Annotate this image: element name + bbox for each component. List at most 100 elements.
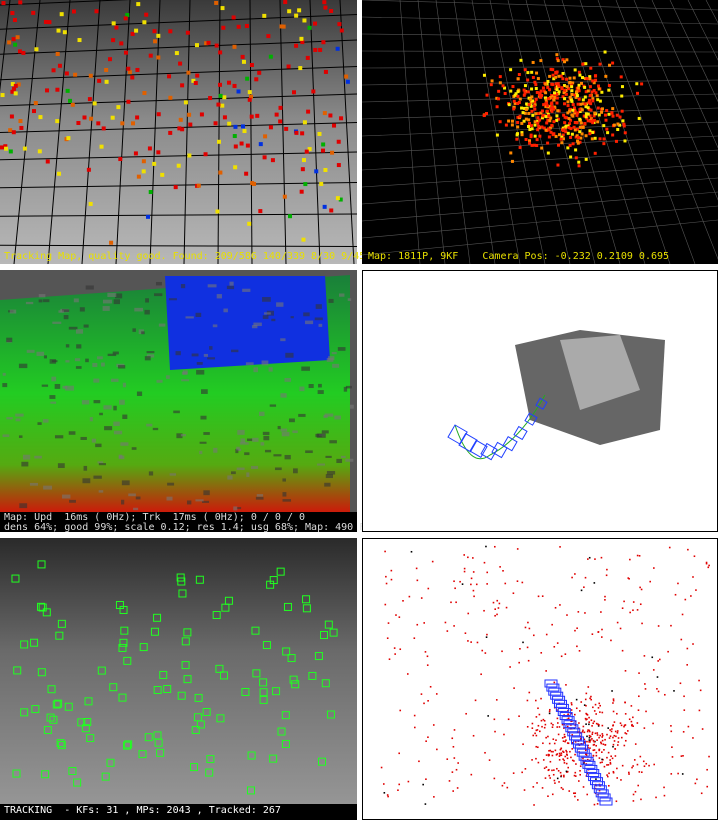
grid-line xyxy=(651,0,718,149)
map-point xyxy=(598,749,601,752)
map-point xyxy=(611,690,613,692)
map-point xyxy=(557,74,561,78)
depth-speckle xyxy=(281,431,290,437)
map-point xyxy=(668,546,671,549)
depth-speckle xyxy=(325,455,332,458)
map-point xyxy=(530,87,534,91)
feature-point xyxy=(38,115,43,120)
map-point xyxy=(453,729,456,731)
map-point xyxy=(591,731,594,734)
map-point xyxy=(524,768,527,770)
grid-line xyxy=(0,244,357,247)
map-point xyxy=(472,589,475,592)
map-point xyxy=(575,113,579,117)
map-point xyxy=(577,83,581,87)
map-point xyxy=(574,156,578,160)
map-point xyxy=(579,769,581,772)
map-point xyxy=(613,740,616,742)
map-point xyxy=(616,732,619,734)
map-point xyxy=(571,748,574,750)
map-point xyxy=(501,84,505,88)
map-point xyxy=(700,792,703,795)
tracked-feature xyxy=(183,628,192,637)
feature-point xyxy=(126,99,131,104)
map-point xyxy=(526,90,530,94)
map-point xyxy=(571,108,575,112)
feature-point xyxy=(123,50,128,55)
map-point xyxy=(571,142,575,146)
map-point xyxy=(680,755,683,757)
map-point xyxy=(613,734,616,737)
map-point xyxy=(575,127,579,131)
feature-point xyxy=(244,23,249,28)
map-point xyxy=(585,692,588,695)
map-point xyxy=(577,97,581,101)
map-point xyxy=(398,752,400,755)
feature-point xyxy=(332,123,337,128)
map-point xyxy=(594,91,598,95)
map-point xyxy=(574,148,578,152)
feature-point xyxy=(176,163,181,168)
map-point xyxy=(653,567,655,569)
map-point xyxy=(554,606,557,609)
tracked-feature xyxy=(282,647,291,656)
map-point xyxy=(601,758,603,761)
tracked-feature xyxy=(118,693,127,702)
map-point xyxy=(588,556,591,559)
map-point xyxy=(570,92,574,96)
feature-point xyxy=(282,194,287,199)
depth-speckle xyxy=(223,308,228,313)
map-point xyxy=(601,761,603,764)
map-point xyxy=(553,779,556,782)
tracked-feature xyxy=(139,643,148,652)
map-point xyxy=(693,555,696,558)
map-point xyxy=(594,703,597,706)
depth-speckle xyxy=(338,293,345,297)
tracked-feature xyxy=(101,772,110,781)
map-point xyxy=(568,122,572,126)
keyframe xyxy=(582,760,596,769)
map-point xyxy=(571,759,574,762)
map-point xyxy=(569,750,571,753)
keyframe xyxy=(469,439,488,459)
map-point xyxy=(506,786,509,789)
map-point xyxy=(560,774,563,777)
map-point xyxy=(620,85,624,89)
map-point xyxy=(535,144,539,148)
tracked-feature xyxy=(43,726,52,735)
map-point xyxy=(498,81,502,85)
tracked-feature xyxy=(64,702,73,711)
depth-speckle xyxy=(41,384,49,387)
map-point xyxy=(586,112,590,116)
depth-speckle xyxy=(73,298,79,303)
map-point xyxy=(510,119,514,123)
map-point xyxy=(604,118,608,122)
grid-line xyxy=(0,151,357,161)
map-point xyxy=(625,732,628,735)
map-point xyxy=(570,712,573,715)
map-point xyxy=(552,724,554,726)
tracked-feature xyxy=(55,631,64,640)
depth-speckle xyxy=(316,433,326,438)
map-point xyxy=(504,123,508,127)
keyframe xyxy=(513,425,528,441)
map-point xyxy=(493,545,496,548)
depth-speckle xyxy=(237,429,245,435)
map-point xyxy=(583,95,587,99)
map-point xyxy=(559,754,562,756)
feature-point xyxy=(213,121,218,126)
map-point xyxy=(602,743,605,746)
map-point xyxy=(612,702,614,704)
depth-speckle xyxy=(158,323,166,327)
map-point xyxy=(566,146,570,150)
depth-speckle xyxy=(76,344,82,349)
feature-point xyxy=(245,76,250,81)
map-point xyxy=(486,583,488,585)
dense-status: Map: Upd 16ms ( 0Hz); Trk 17ms ( 0Hz); 0… xyxy=(4,512,305,523)
depth-speckle xyxy=(236,467,245,470)
map-point xyxy=(560,752,563,754)
feature-point xyxy=(199,112,204,117)
feature-point xyxy=(130,31,135,36)
depth-speckle xyxy=(285,352,294,358)
map-point xyxy=(448,780,451,782)
